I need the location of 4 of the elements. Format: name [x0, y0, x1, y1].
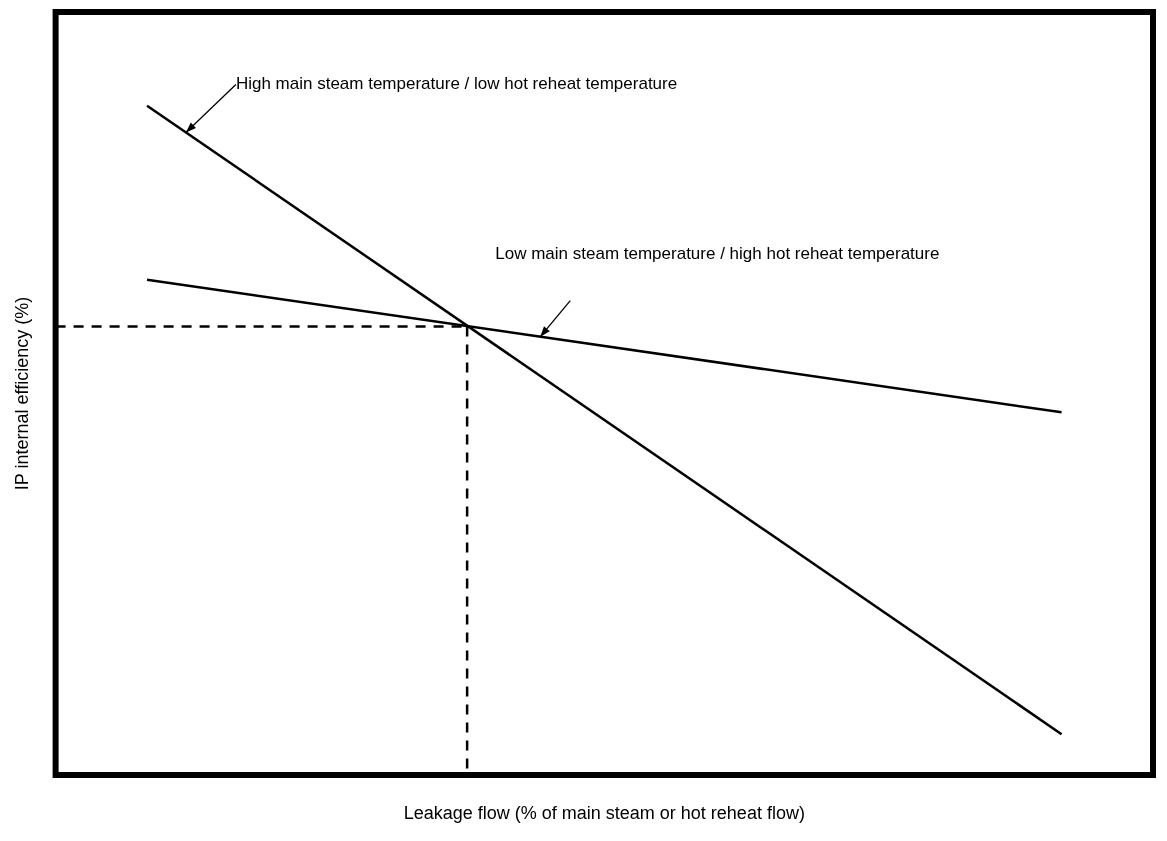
annotation: Low main steam temperature / high hot reheat temperature	[495, 244, 940, 264]
y-axis-title: IP internal efficiency (%)	[11, 296, 32, 491]
text: High main steam temperature / low hot reheat temperature	[235, 74, 678, 94]
x-axis-title: Leakage flow (% of main steam or hot reheat flow)	[403, 803, 805, 824]
